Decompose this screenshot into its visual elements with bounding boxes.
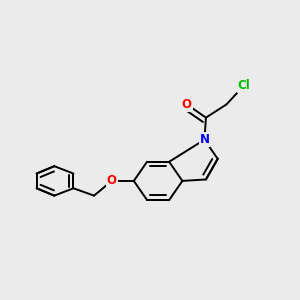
Text: O: O [182,98,192,111]
Text: Cl: Cl [238,79,250,92]
Text: O: O [107,174,117,188]
Text: N: N [200,133,209,146]
